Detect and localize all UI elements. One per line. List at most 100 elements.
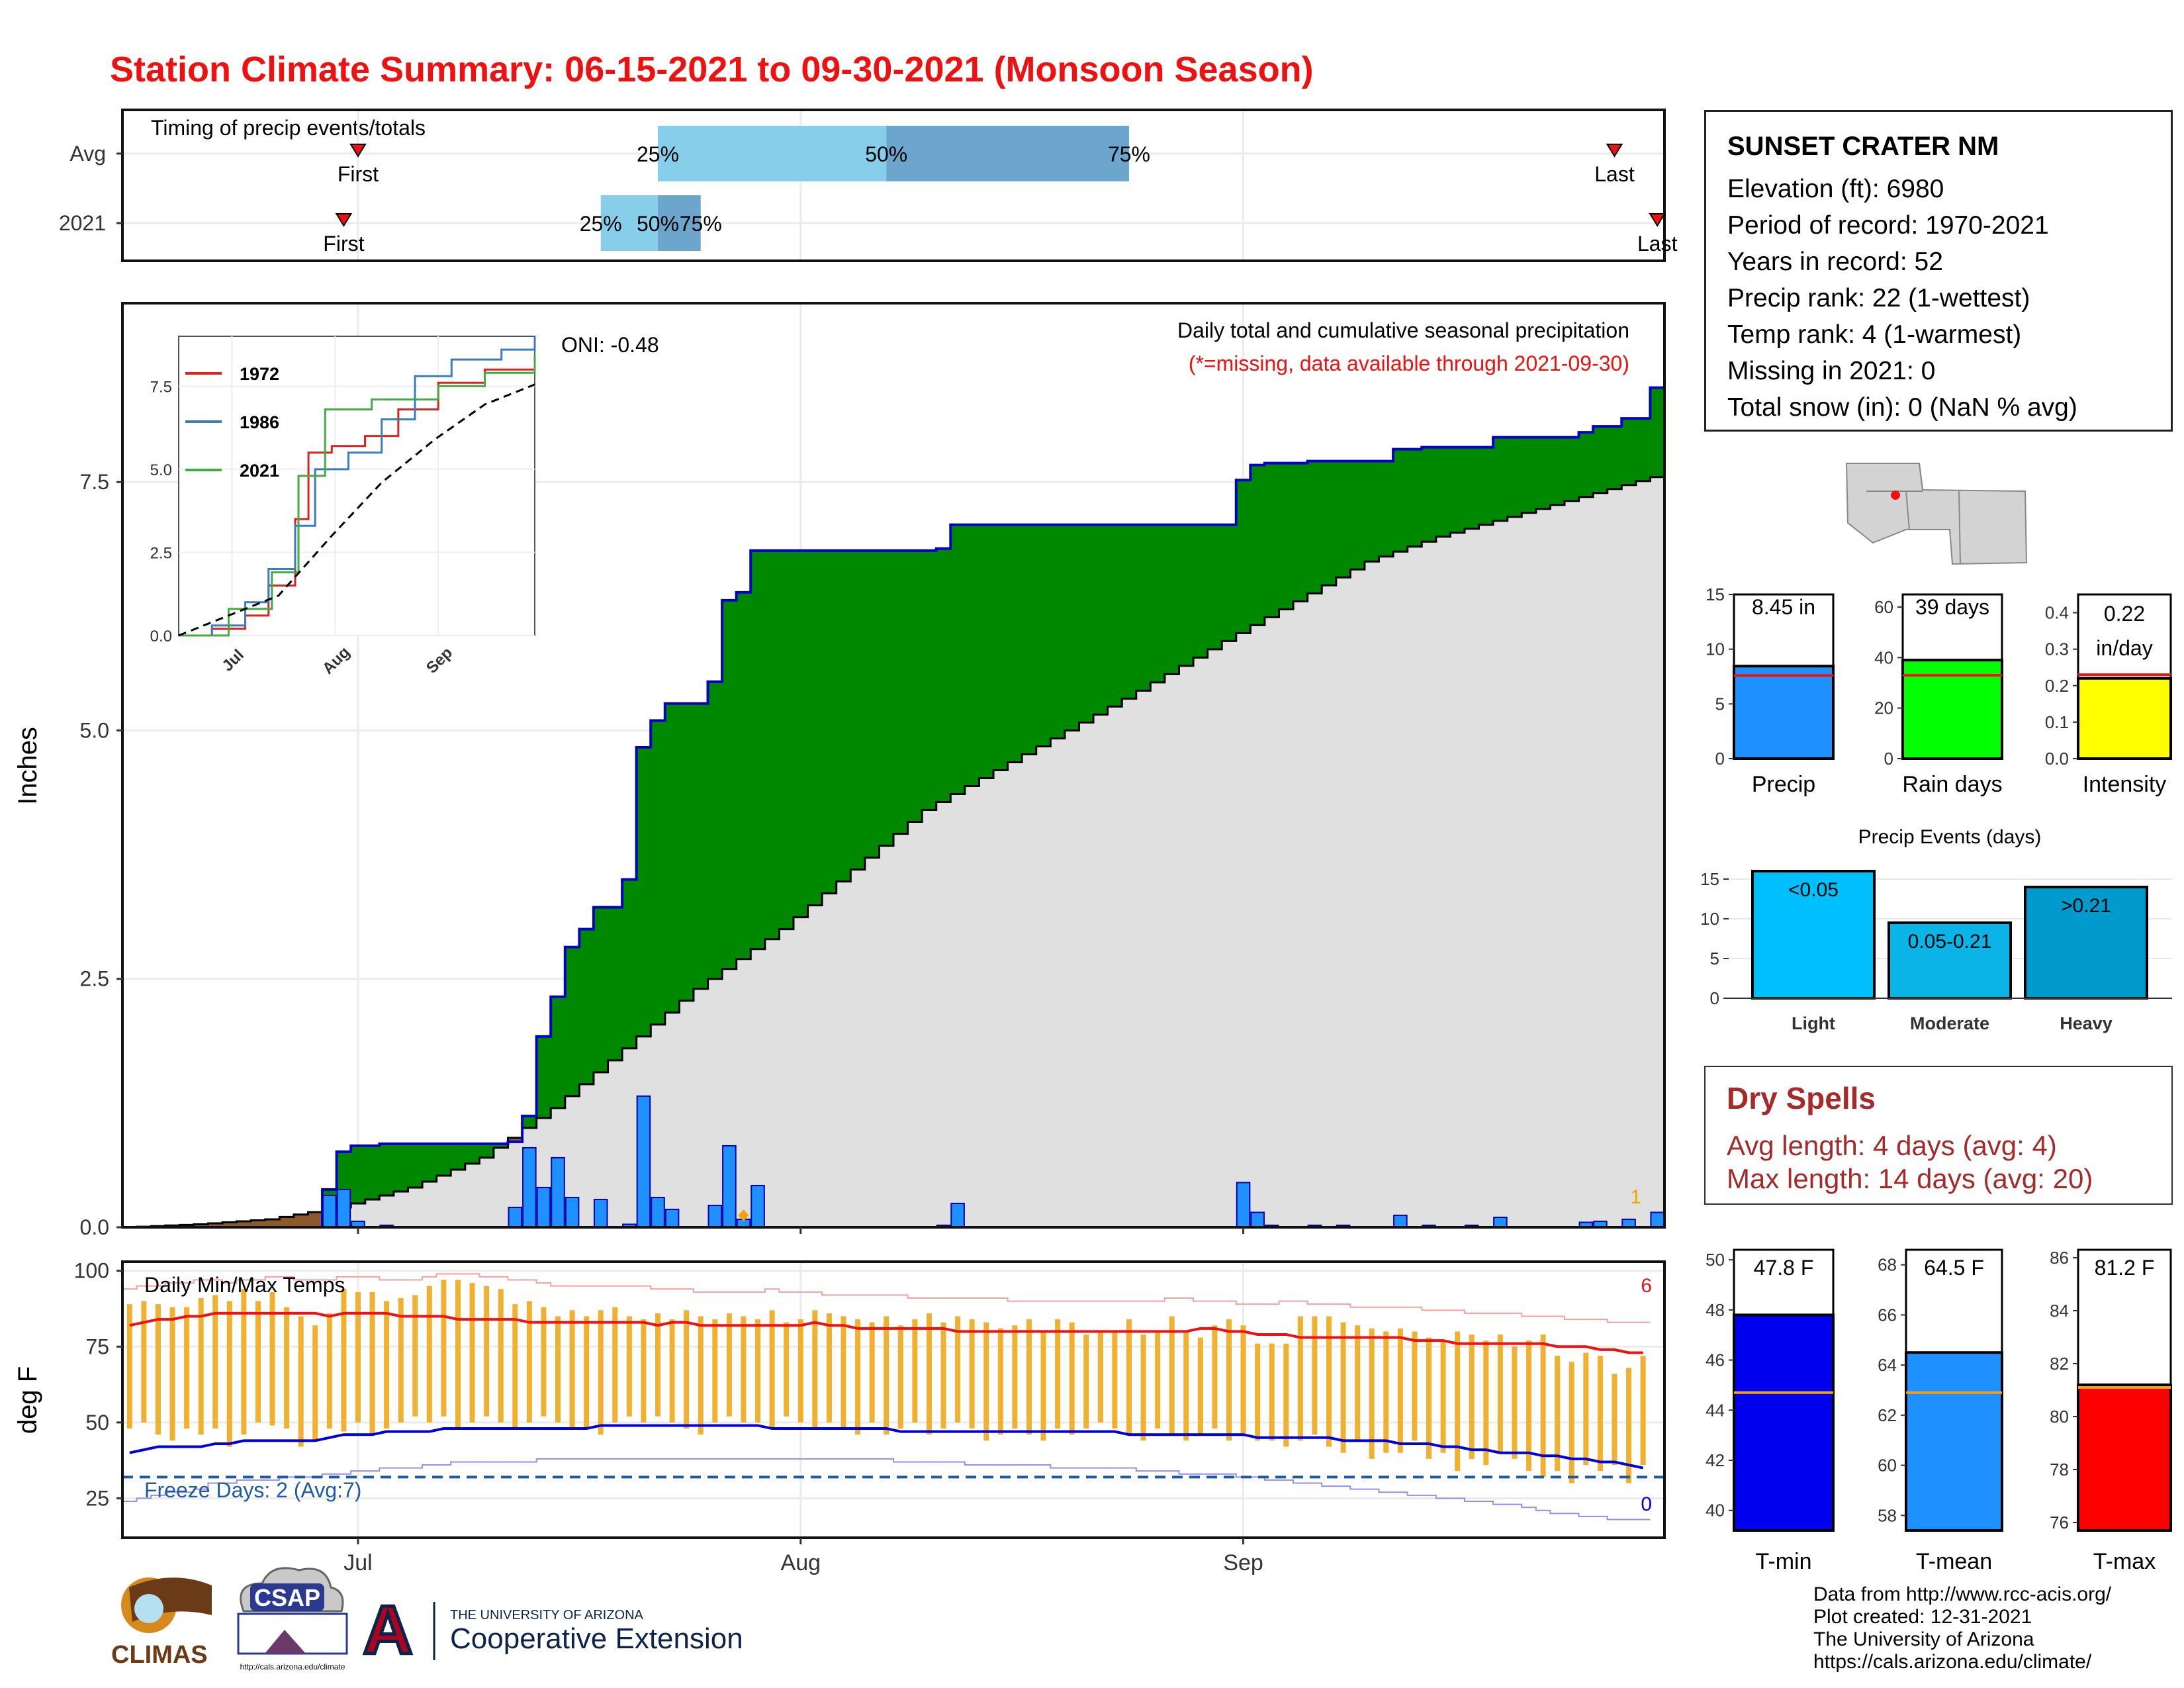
- temp-daily-range-bar: [1555, 1356, 1561, 1472]
- temp-summary-category-label: T-min: [1756, 1549, 1812, 1574]
- precip-surplus-area: [1635, 418, 1651, 481]
- precip-surplus-area: [779, 550, 794, 929]
- temp-daily-range-bar: [541, 1307, 547, 1417]
- temp-daily-range-bar: [641, 1319, 647, 1423]
- temp-daily-range-bar: [1483, 1340, 1489, 1466]
- station-location-marker: [1891, 491, 1900, 500]
- precip-surplus-area: [1450, 447, 1465, 533]
- csap-logo: CSAP http://cals.arizona.edu/climate: [237, 1567, 348, 1671]
- precip-surplus-area: [365, 1145, 380, 1199]
- precip-surplus-area: [1621, 418, 1637, 485]
- temp-daily-range-bar: [226, 1301, 232, 1447]
- precip-surplus-area: [1322, 461, 1337, 586]
- logos: CLIMAS CSAP http://cals.arizona.edu/clim…: [111, 1567, 743, 1671]
- summary-category-label: Intensity: [2083, 772, 2167, 797]
- credits: Data from http://www.rcc-acis.org/ Plot …: [1813, 1583, 2111, 1673]
- precip-surplus-area: [1578, 432, 1594, 497]
- precip-surplus-area: [1264, 463, 1280, 618]
- precip-surplus-area: [736, 592, 751, 959]
- temp-summary-value-label: 81.2 F: [2095, 1256, 2155, 1280]
- temp-daily-range-bar: [855, 1319, 861, 1435]
- precip-surplus-area: [1122, 524, 1137, 699]
- precip-daily-bar: [565, 1196, 580, 1229]
- locator-map: [1843, 461, 2028, 565]
- credit-data-source: Data from http://www.rcc-acis.org/: [1813, 1583, 2112, 1605]
- temp-summary-y-tick-label: 44: [1706, 1400, 1725, 1420]
- precip-y-tick-label: 2.5: [80, 967, 109, 991]
- precip-surplus-area: [707, 681, 723, 979]
- precip-surplus-area: [764, 550, 780, 939]
- precip-surplus-area: [850, 550, 866, 870]
- summary-value-label-unit: in/day: [2096, 636, 2152, 660]
- temp-daily-range-bar: [355, 1291, 361, 1423]
- precip-surplus-area: [451, 1143, 466, 1170]
- temp-daily-range-bar: [755, 1319, 761, 1423]
- station-name: SUNSET CRATER NM: [1727, 132, 1999, 161]
- temp-daily-range-bar: [1540, 1334, 1546, 1477]
- summary-y-tick-label: 10: [1706, 639, 1725, 659]
- summary-value-label: 0.22: [2104, 602, 2145, 626]
- temp-daily-range-bar: [341, 1289, 347, 1432]
- inset-y-tick-label: 7.5: [150, 378, 172, 396]
- summary-y-tick-label: 0.4: [2045, 603, 2069, 623]
- precip-daily-bar: [651, 1196, 665, 1229]
- summary-bar-precip: [1733, 665, 1835, 760]
- precip-frame: [121, 302, 1666, 1229]
- events-category-label: Heavy: [2060, 1013, 2113, 1033]
- x-tick-label: Jul: [343, 1550, 372, 1575]
- temp-daily-range-bar: [1226, 1319, 1232, 1441]
- temp-y-tick-label: 100: [74, 1259, 109, 1283]
- precip-average-area: [122, 477, 1664, 1227]
- events-bar-moderate: [1888, 921, 2012, 1000]
- precip-surplus-area: [622, 879, 637, 1049]
- precip-surplus-area: [907, 550, 923, 822]
- temp-record-max-line: [122, 1273, 1651, 1323]
- timing-box-25-50: [658, 126, 887, 181]
- temp-daily-range-bar: [655, 1313, 661, 1417]
- events-y-tick-label: 5: [1710, 949, 1719, 968]
- precip-surplus-area: [351, 1145, 366, 1203]
- precip-surplus-area: [1593, 426, 1608, 493]
- precip-ylabel: Inches: [13, 727, 42, 805]
- timing-last-label: Last: [1637, 232, 1678, 256]
- temp-daily-range-bar: [412, 1295, 418, 1417]
- precip-daily-bar: [593, 1198, 608, 1228]
- temp-daily-range-bar: [741, 1316, 747, 1423]
- timing-last-marker: [1649, 213, 1666, 227]
- precip-surplus-area: [651, 720, 666, 1025]
- temp-daily-range-bar: [1212, 1325, 1218, 1429]
- inset-y-tick-label: 2.5: [150, 544, 172, 562]
- precip-surplus-area: [1350, 461, 1365, 570]
- temp-summary-category-label: T-mean: [1916, 1549, 1992, 1574]
- precip-surplus-area: [1064, 524, 1080, 731]
- precip-surplus-area: [964, 524, 980, 786]
- precip-surplus-area: [1207, 524, 1222, 649]
- temp-daily-range-bar: [1255, 1343, 1261, 1441]
- summary-y-tick-label: 40: [1874, 647, 1893, 667]
- summary-y-tick-label: 20: [1874, 698, 1893, 718]
- summary-category-label: Precip: [1752, 772, 1815, 797]
- precip-surplus-area: [493, 1143, 509, 1148]
- precip-surplus-area: [479, 1143, 494, 1158]
- temp-summary-value-label: 47.8 F: [1754, 1256, 1814, 1280]
- inset-line-1986: [179, 336, 536, 637]
- inset-y-tick-label: 0.0: [150, 628, 172, 645]
- precip-surplus-area: [1393, 449, 1408, 552]
- credit-plot-created: Plot created: 12-31-2021: [1813, 1606, 2032, 1628]
- events-y-tick-label: 15: [1700, 869, 1719, 889]
- timing-box-50-75: [658, 195, 701, 251]
- precip-surplus-area: [1036, 524, 1051, 747]
- hot-days-count: 6: [1641, 1275, 1652, 1297]
- temp-y-axis: 25 50 75 100: [74, 1259, 122, 1510]
- summary-value-label: 39 days: [1915, 595, 1989, 619]
- temp-daily-range-bar: [1412, 1331, 1418, 1441]
- temp-daily-range-bar: [1297, 1316, 1303, 1441]
- timing-last-marker: [1606, 144, 1623, 158]
- summary-y-tick-label: 0.1: [2045, 712, 2069, 732]
- temp-daily-range-bar: [1312, 1316, 1318, 1435]
- temp-daily-range-bar: [812, 1310, 818, 1429]
- precip-deficit-area: [208, 1223, 223, 1227]
- summary-bar-intensity: [2077, 677, 2172, 761]
- precip-deficit-area: [193, 1224, 209, 1227]
- temp-daily-range-bar: [1155, 1331, 1161, 1429]
